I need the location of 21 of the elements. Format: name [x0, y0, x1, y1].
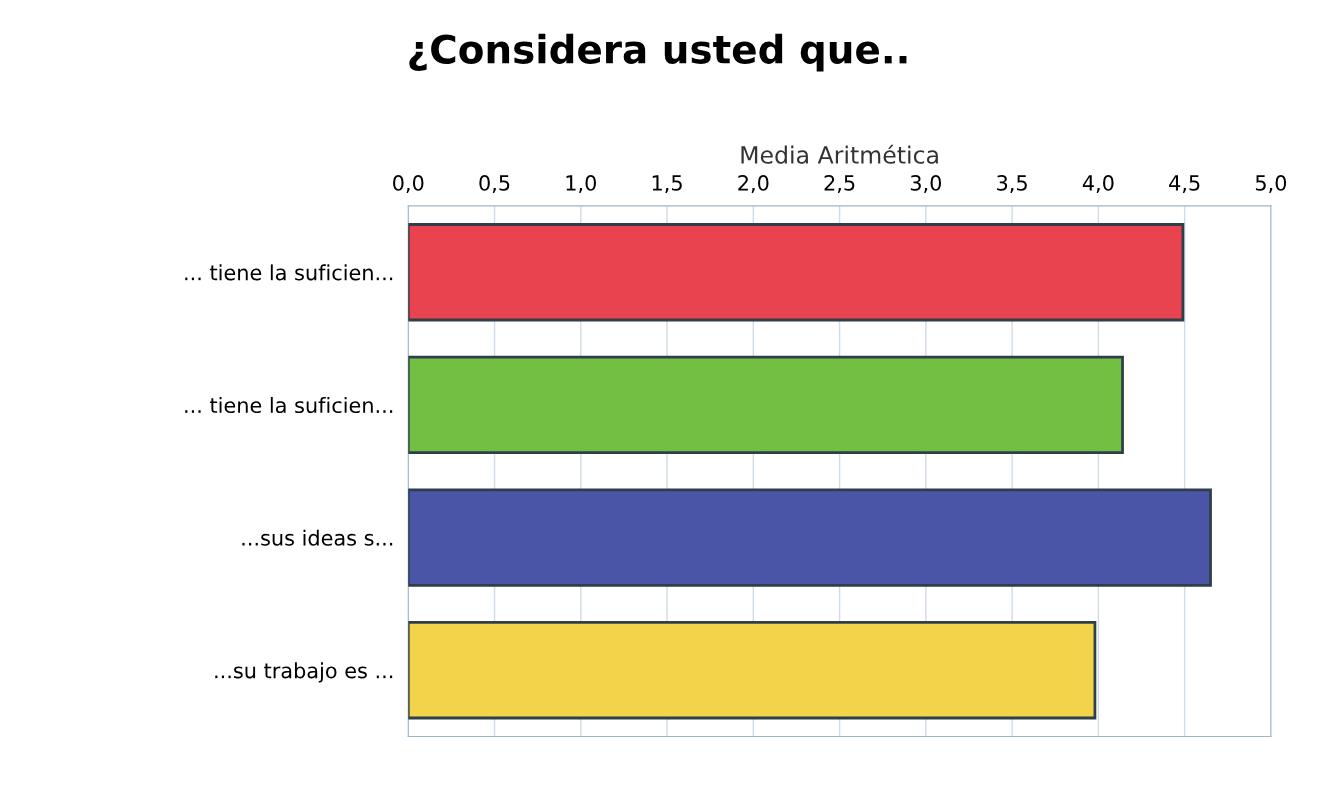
bar — [408, 223, 1185, 322]
x-tick-label: 5,0 — [1255, 175, 1287, 193]
y-tick-label: ...sus ideas s... — [242, 529, 393, 546]
x-tick-label: 4,0 — [1082, 175, 1114, 193]
y-tick-label: ... tiene la suficien... — [185, 396, 393, 414]
x-tick-label: 2,5 — [824, 175, 855, 193]
x-tick-label: 3,0 — [910, 175, 942, 193]
x-tick-label: 1,5 — [652, 175, 682, 193]
x-axis-title: Media Aritmética — [741, 144, 938, 164]
x-tick-label: 2,0 — [738, 175, 769, 193]
x-tick-label: 0,0 — [393, 175, 424, 193]
chart-title: ¿Considera usted que.. — [409, 33, 907, 72]
y-tick-label: ... tiene la suficien... — [185, 264, 393, 281]
bar — [408, 488, 1212, 587]
x-tick-label: 4,5 — [1169, 175, 1200, 193]
y-tick-label: ...su trabajo es ... — [215, 662, 393, 683]
bar — [408, 621, 1097, 720]
x-tick-label: 0,5 — [479, 175, 510, 193]
x-tick-label: 3,5 — [997, 175, 1027, 193]
bar — [408, 355, 1124, 455]
x-tick-label: 1,0 — [566, 175, 596, 193]
